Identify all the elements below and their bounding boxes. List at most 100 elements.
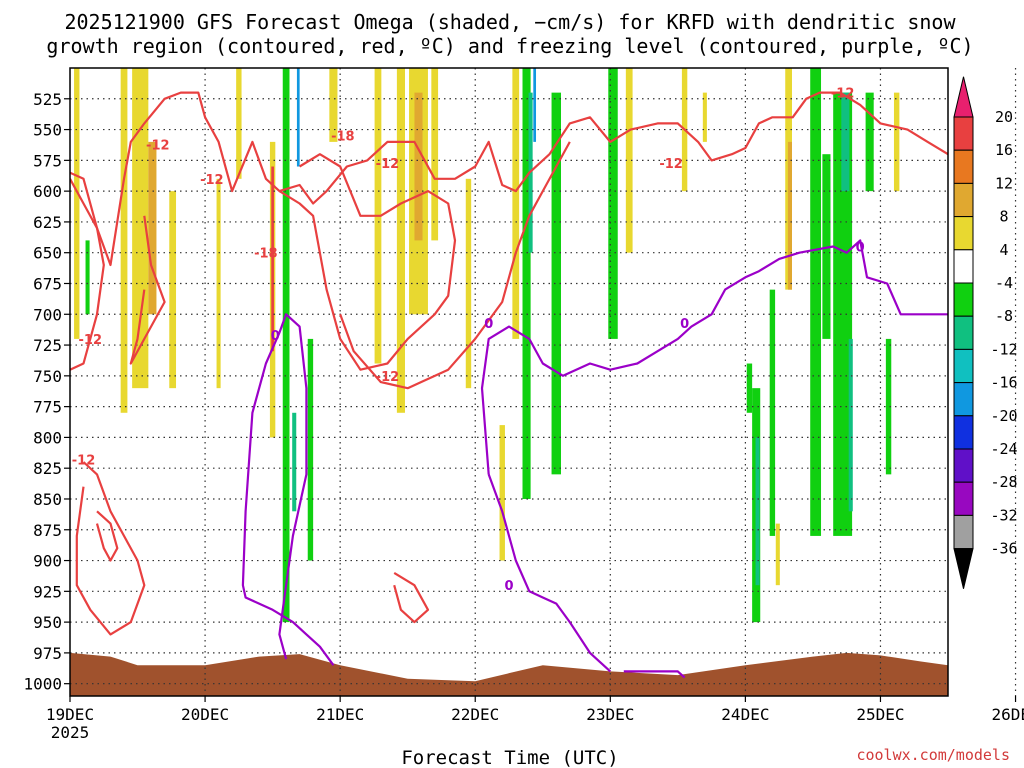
- y-tick-label-4: 625: [33, 213, 62, 232]
- y-tick-label-1: 550: [33, 121, 62, 140]
- colorbar-label-0: 20: [995, 108, 1013, 126]
- purple-contour-0: [278, 313, 308, 660]
- contour-label-7: -12: [659, 157, 683, 172]
- contour-label-10: 0: [271, 329, 280, 344]
- colorbar-segment-5: [953, 249, 974, 284]
- contour-label-12: 0: [504, 579, 513, 594]
- red-contour-4: [339, 141, 571, 390]
- omega-cell-16: [396, 68, 405, 413]
- omega-cell-10: [282, 68, 290, 623]
- colorbar-label-9: -20: [990, 407, 1017, 425]
- x-tick-label-2: 21DEC: [316, 705, 364, 724]
- omega-cell-31: [746, 363, 753, 413]
- omega-cell-4: [148, 141, 157, 315]
- omega-cell-34: [769, 289, 776, 536]
- x-tick-label-5: 24DEC: [721, 705, 769, 724]
- colorbar-label-5: -4: [995, 274, 1013, 292]
- omega-cell-41: [841, 92, 850, 192]
- plot-area: -12 -12 -18 -12 -18 -12 -12 -12 -12 -12 0 0 0 0 0: [69, 67, 1017, 697]
- purple-contour-4: [623, 670, 686, 679]
- chart-title-line2: growth region (contoured, red, ºC) and f…: [46, 34, 973, 58]
- contour-label-8: -12: [831, 87, 855, 102]
- contour-label-11: 0: [484, 317, 493, 332]
- freezing-level-contours: [241, 239, 948, 679]
- colorbar-segment-8: [953, 348, 974, 384]
- x-tick-label-1: 20DEC: [181, 705, 229, 724]
- dendritic-contours: [70, 91, 948, 636]
- omega-cell-13: [307, 338, 314, 561]
- purple-contour-3: [480, 239, 948, 475]
- y-tick-label-0: 525: [33, 90, 62, 109]
- omega-cell-11: [292, 412, 297, 512]
- y-tick-label-9: 750: [33, 367, 62, 386]
- omega-cell-1: [85, 240, 90, 315]
- omega-cell-12: [296, 68, 300, 167]
- colorbar: 20 16 12 8 4 -4 -8 -12 -16 -20 -24 -28 -32 -36: [953, 76, 1018, 589]
- omega-cell-0: [74, 68, 80, 339]
- colorbar-segment-11: [953, 448, 974, 483]
- x-tick-label-7: 26DEC: [991, 705, 1024, 724]
- x-year-label: 2025: [51, 723, 90, 742]
- contour-label-3: -12: [376, 157, 400, 172]
- y-tick-label-8: 725: [33, 336, 62, 355]
- y-tick-label-19: 1000: [23, 675, 62, 694]
- omega-cell-30: [702, 92, 707, 142]
- y-tick-label-13: 850: [33, 490, 62, 509]
- omega-cell-45: [893, 92, 900, 192]
- terrain: [70, 652, 948, 696]
- x-tick-label-3: 22DEC: [451, 705, 499, 724]
- contour-label-6: -12: [376, 370, 400, 385]
- omega-cell-42: [848, 338, 853, 512]
- colorbar-label-12: -32: [990, 506, 1017, 524]
- y-axis: 525 550 575 600 625 650 675 700 725 750 775 800 825 8…: [23, 90, 70, 694]
- omega-cell-44: [885, 338, 892, 475]
- omega-cell-19: [431, 68, 439, 241]
- omega-cell-5: [169, 191, 177, 389]
- omega-cell-43: [865, 92, 874, 192]
- y-tick-label-7: 700: [33, 305, 62, 324]
- x-tick-label-0: 19DEC: [46, 705, 94, 724]
- red-contour-5: [75, 461, 146, 636]
- y-tick-label-16: 925: [33, 582, 62, 601]
- x-axis: 19DEC 20DEC 21DEC 22DEC 23DEC 24DEC 25DEC 26DEC: [46, 696, 1024, 724]
- colorbar-segment-12: [953, 481, 974, 516]
- red-contour-7: [393, 571, 430, 624]
- omega-cell-14: [329, 68, 338, 142]
- colorbar-label-8: -16: [990, 374, 1017, 392]
- x-tick-label-6: 25DEC: [856, 705, 904, 724]
- grid: [70, 68, 1017, 696]
- red-contour-2: [129, 215, 166, 365]
- omega-cell-39: [822, 154, 831, 339]
- colorbar-label-13: -36: [990, 540, 1017, 558]
- red-contour-0: [70, 91, 948, 267]
- colorbar-segment-13: [953, 514, 974, 550]
- omega-cell-9: [271, 166, 274, 352]
- omega-cell-2: [120, 68, 128, 413]
- y-tick-label-2: 575: [33, 151, 62, 170]
- colorbar-segment-4: [953, 216, 974, 251]
- contour-label-4: -18: [254, 247, 278, 262]
- purple-contour-2: [487, 474, 612, 673]
- colorbar-label-7: -12: [990, 340, 1017, 358]
- omega-cell-26: [551, 92, 562, 475]
- omega-cell-25: [533, 68, 537, 142]
- colorbar-top-triangle: [953, 76, 974, 118]
- colorbar-segment-3: [953, 182, 974, 218]
- omega-cell-27: [608, 68, 618, 339]
- contour-label-9: -12: [72, 454, 96, 469]
- red-contour-6: [95, 510, 119, 562]
- colorbar-label-2: 12: [995, 174, 1013, 192]
- colorbar-segment-9: [953, 382, 974, 417]
- omega-cell-20: [465, 178, 472, 389]
- omega-cell-37: [787, 141, 792, 290]
- omega-cell-28: [625, 68, 633, 253]
- omega-cell-7: [236, 68, 242, 179]
- colorbar-segment-7: [953, 315, 974, 350]
- omega-cell-33: [755, 437, 760, 586]
- red-contour-1: [70, 178, 105, 371]
- y-tick-label-10: 775: [33, 398, 62, 417]
- y-tick-label-11: 800: [33, 428, 62, 447]
- omega-cell-35: [775, 523, 780, 586]
- y-tick-label-17: 950: [33, 613, 62, 632]
- y-tick-label-12: 825: [33, 459, 62, 478]
